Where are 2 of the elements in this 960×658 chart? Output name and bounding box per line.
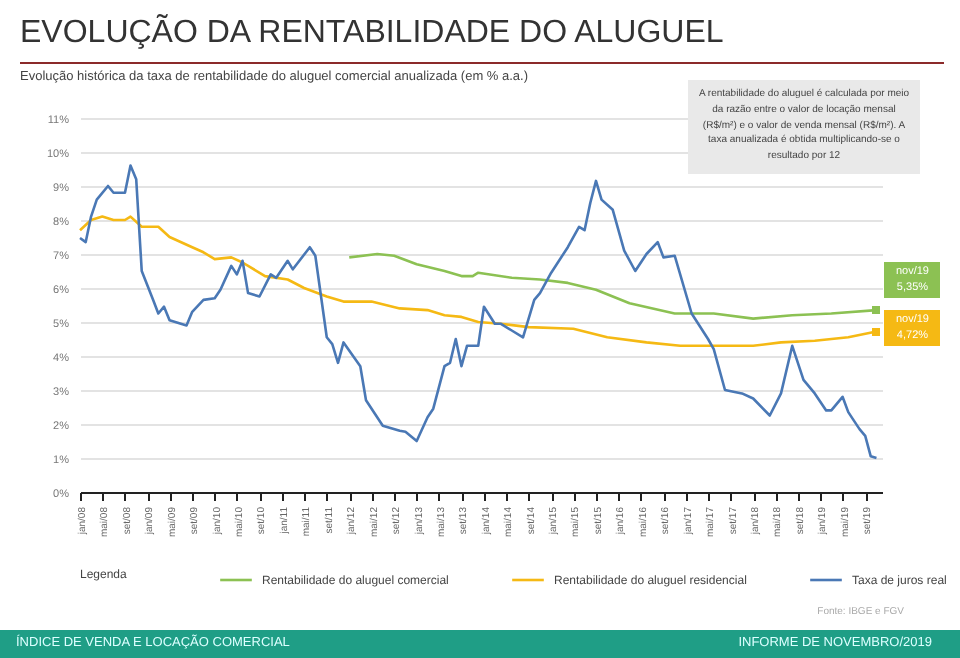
chart-title: EVOLUÇÃO DA RENTABILIDADE DO ALUGUEL <box>20 16 724 52</box>
line-series <box>78 164 878 460</box>
